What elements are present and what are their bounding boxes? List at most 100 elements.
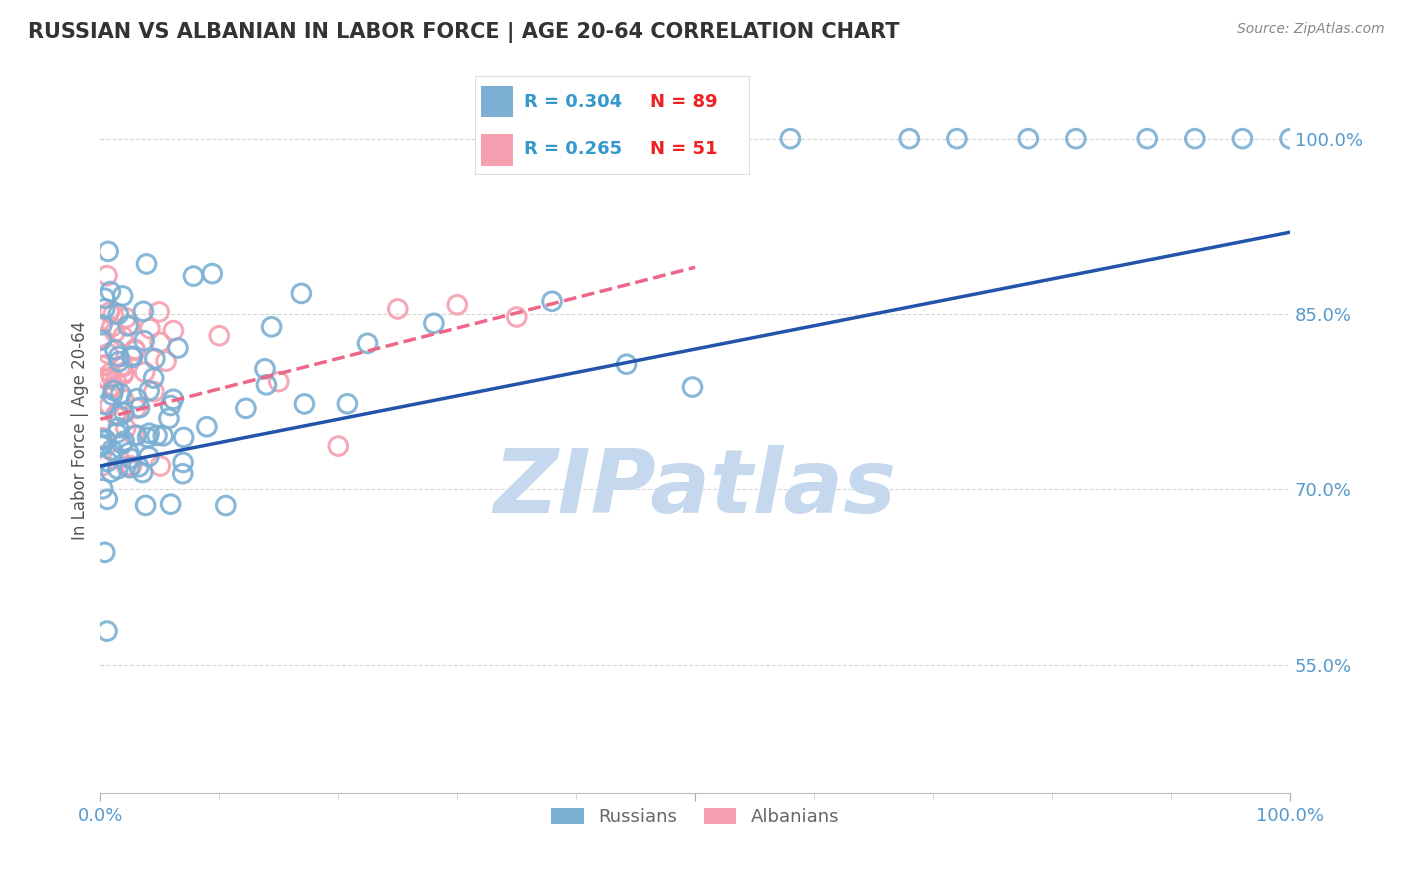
Point [172, 467, 194, 481]
Point [120, 451, 142, 466]
Point [124, 343, 146, 358]
Point [91, 371, 114, 385]
Point [328, 439, 350, 453]
Y-axis label: In Labor Force | Age 20-64: In Labor Force | Age 20-64 [72, 321, 89, 541]
Point [91, 439, 114, 453]
Point [104, 343, 127, 357]
Point [108, 409, 131, 423]
Point [155, 354, 177, 368]
Point [112, 392, 135, 407]
Point [143, 351, 166, 366]
Point [117, 318, 139, 333]
Point [115, 310, 138, 325]
Point [112, 366, 135, 380]
Point [107, 350, 129, 364]
Point [616, 357, 638, 371]
Point [91, 359, 114, 373]
Point [110, 359, 132, 374]
Point [93, 545, 115, 559]
Point [1017, 131, 1039, 145]
Point [267, 375, 290, 389]
Point [159, 399, 181, 413]
Point [152, 429, 174, 443]
Point [97, 372, 120, 386]
Point [105, 426, 128, 441]
Point [101, 388, 124, 402]
Point [100, 366, 122, 380]
Point [124, 428, 146, 442]
Point [128, 401, 150, 415]
Legend: Russians, Albanians: Russians, Albanians [541, 798, 848, 835]
Point [946, 131, 969, 145]
Point [98, 305, 121, 319]
Point [256, 377, 278, 392]
Point [107, 421, 129, 435]
Point [104, 409, 127, 423]
Point [1136, 131, 1159, 145]
Point [159, 497, 181, 511]
Point [167, 341, 190, 355]
Point [132, 304, 155, 318]
Point [112, 368, 135, 382]
Point [111, 289, 134, 303]
Point [104, 374, 127, 388]
Point [97, 455, 120, 469]
Point [253, 361, 276, 376]
Point [97, 347, 120, 361]
Point [260, 319, 283, 334]
Point [110, 386, 132, 401]
Point [94, 358, 117, 372]
Point [118, 318, 141, 333]
Point [146, 428, 169, 442]
Point [111, 359, 134, 374]
Point [148, 305, 170, 319]
Point [162, 392, 184, 407]
Point [336, 397, 359, 411]
Point [111, 329, 134, 343]
Point [162, 324, 184, 338]
Point [107, 307, 129, 321]
Point [138, 450, 160, 464]
Point [128, 459, 150, 474]
Point [100, 369, 122, 384]
Point [96, 624, 118, 639]
Point [294, 397, 316, 411]
Point [101, 319, 124, 334]
Point [541, 294, 564, 309]
Point [215, 499, 238, 513]
Point [112, 434, 135, 449]
Point [103, 384, 125, 398]
Point [91, 331, 114, 345]
Point [93, 301, 115, 316]
Point [115, 458, 138, 473]
Point [125, 392, 148, 406]
Point [90, 458, 112, 473]
Point [90, 433, 112, 447]
Point [93, 291, 115, 305]
Point [131, 466, 153, 480]
Point [1184, 131, 1206, 145]
Point [108, 354, 131, 368]
Point [139, 321, 162, 335]
Point [387, 301, 409, 316]
Point [149, 458, 172, 473]
Point [142, 384, 165, 399]
Point [136, 430, 159, 444]
Point [135, 499, 157, 513]
Point [104, 325, 127, 339]
Point [138, 384, 160, 398]
Text: ZIPatlas: ZIPatlas [494, 445, 897, 533]
Point [118, 460, 141, 475]
Point [104, 408, 127, 422]
Point [108, 451, 131, 466]
Point [103, 381, 125, 395]
Point [183, 269, 205, 284]
Point [94, 433, 117, 447]
Point [91, 318, 114, 332]
Point [125, 401, 148, 416]
Point [91, 431, 114, 445]
Point [90, 437, 112, 451]
Point [107, 462, 129, 476]
Point [142, 371, 165, 385]
Point [138, 426, 160, 441]
